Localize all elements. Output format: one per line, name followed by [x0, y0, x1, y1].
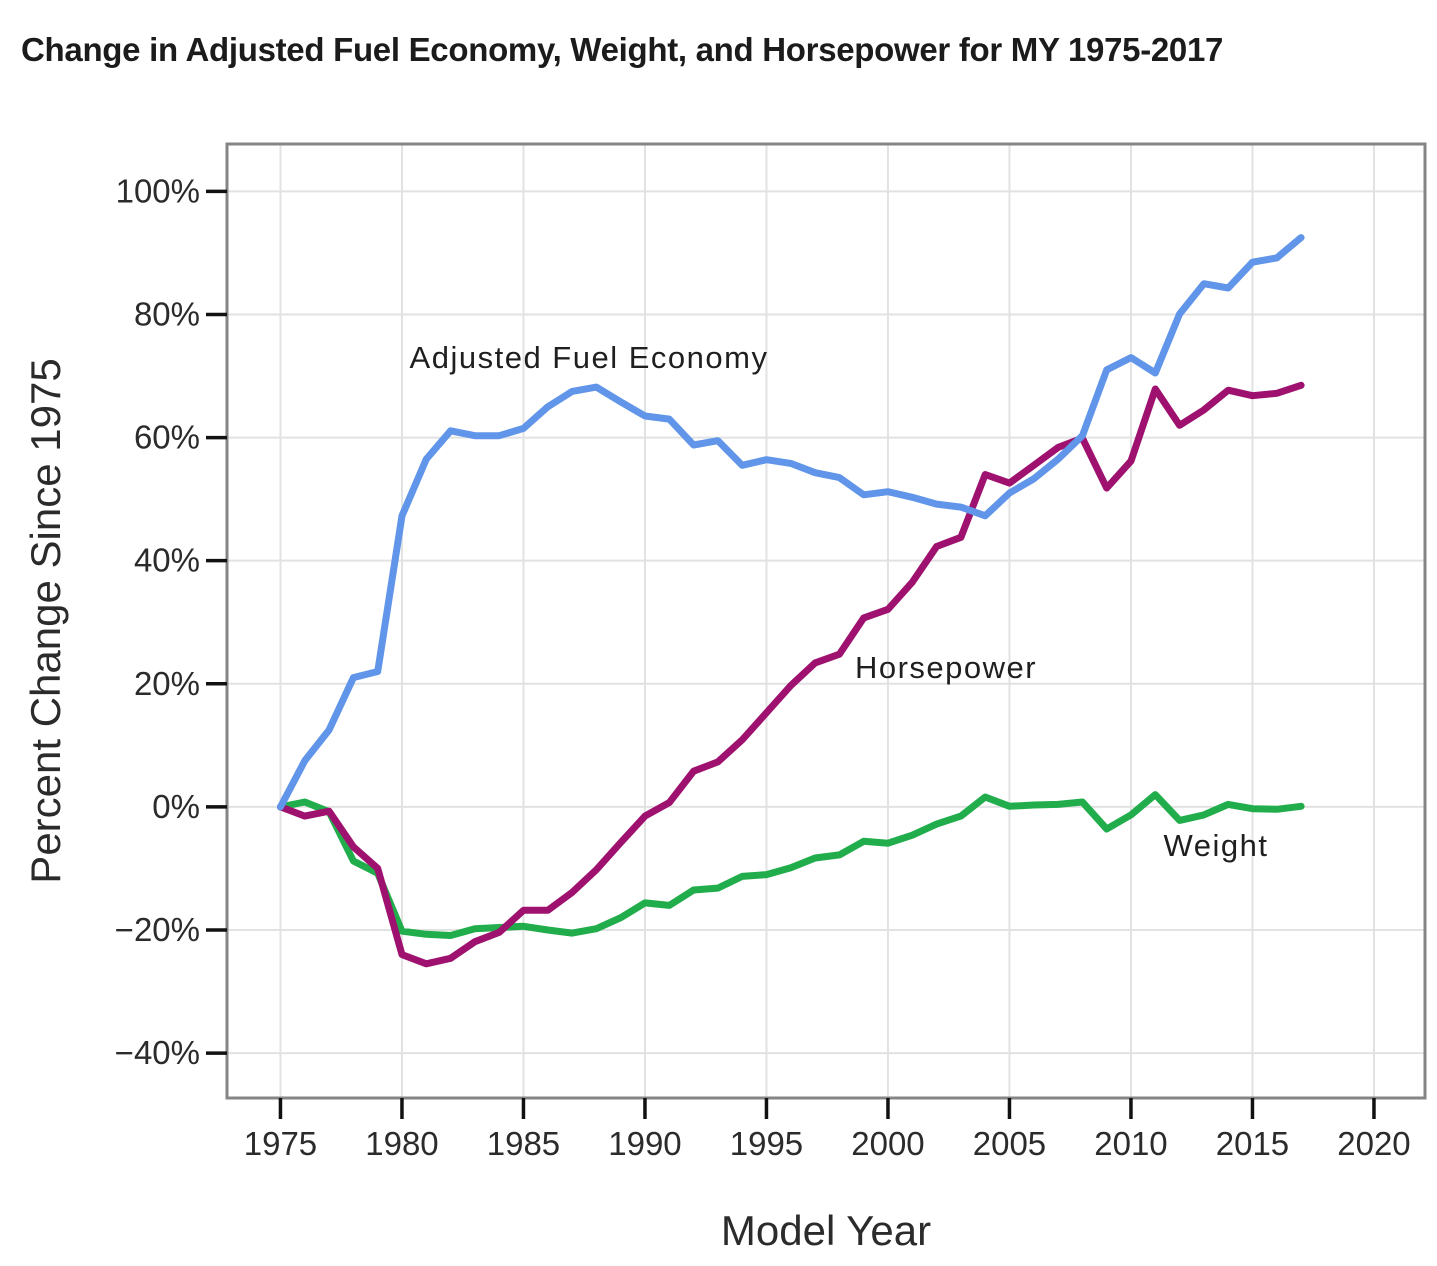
x-tick-label-1990: 1990 — [608, 1125, 681, 1162]
chart-title: Change in Adjusted Fuel Economy, Weight,… — [21, 31, 1224, 68]
y-tick-label--20: −20% — [115, 911, 200, 948]
x-tick-label-1975: 1975 — [244, 1125, 317, 1162]
x-tick-label-2010: 2010 — [1094, 1125, 1167, 1162]
y-tick-label-100: 100% — [116, 172, 200, 209]
x-axis-title: Model Year — [721, 1207, 931, 1254]
y-tick-label-80: 80% — [134, 295, 200, 332]
series-line-horsepower — [277, 381, 1305, 968]
x-tick-label-2015: 2015 — [1216, 1125, 1289, 1162]
y-tick-label-60: 60% — [134, 419, 200, 456]
y-tick-label-40: 40% — [134, 542, 200, 579]
x-tick-label-1980: 1980 — [365, 1125, 438, 1162]
annotation-horsepower: Horsepower — [855, 650, 1037, 685]
x-tick-label-2020: 2020 — [1337, 1125, 1410, 1162]
axis-tick-labels: −40% −20% 0% 20% 40% 60% 80% 100% 1975 1980 1985 19… — [115, 172, 1411, 1162]
series-line-weight — [277, 791, 1305, 939]
x-tick-label-1985: 1985 — [487, 1125, 560, 1162]
y-axis-title: Percent Change Since 1975 — [22, 358, 69, 883]
annotation-weight: Weight — [1164, 828, 1269, 863]
x-tick-label-2005: 2005 — [973, 1125, 1046, 1162]
x-tick-label-2000: 2000 — [851, 1125, 924, 1162]
x-tick-label-1995: 1995 — [730, 1125, 803, 1162]
data-series — [277, 234, 1305, 968]
axis-ticks — [206, 189, 1376, 1119]
series-line-adjusted-fuel-economy — [277, 234, 1305, 811]
plot-frame — [225, 142, 1427, 1100]
y-tick-label-20: 20% — [134, 665, 200, 702]
y-tick-label-0: 0% — [152, 788, 200, 825]
annotation-adjusted-fuel-economy: Adjusted Fuel Economy — [410, 340, 769, 375]
y-tick-label--40: −40% — [115, 1034, 200, 1071]
